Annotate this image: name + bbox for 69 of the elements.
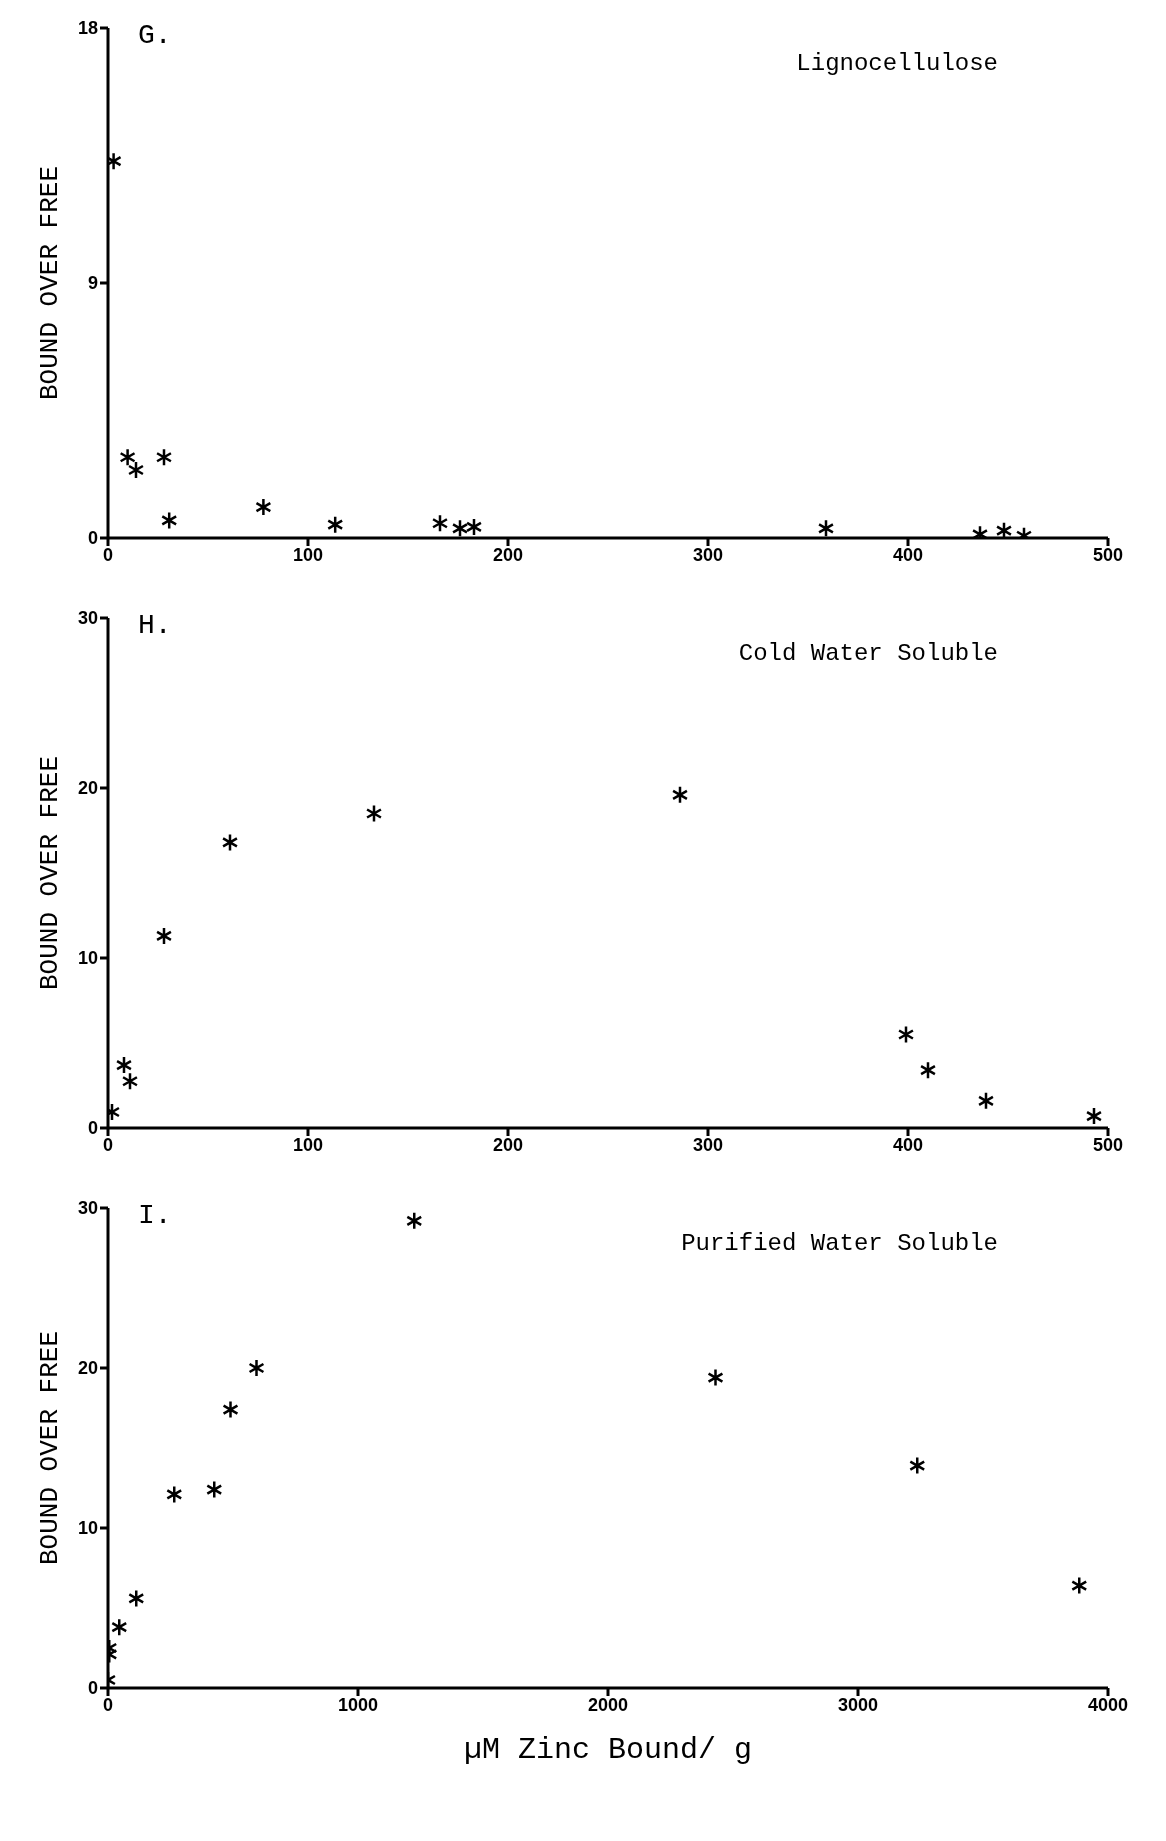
y-tick-label: 30 [77,608,98,629]
x-tick-label: 0 [102,1134,114,1155]
point [111,1617,128,1637]
point [119,448,136,467]
point [431,514,449,533]
x-tick-label: 1000 [337,1694,379,1715]
x-tick-label: 200 [492,1134,524,1155]
x-tick-label: 300 [692,544,724,565]
text: Lignocellulose [796,50,998,77]
x-tick-label: 500 [1092,544,1124,565]
point [707,1368,724,1387]
point [221,833,239,852]
y-tick-label: 0 [87,1118,98,1139]
point [817,519,835,538]
x-tick-label: 100 [292,1134,324,1155]
x-tick-label: 400 [892,1134,924,1155]
point [451,519,469,538]
y-axis-title: BOUND OVER FREE [35,1330,66,1566]
point [161,511,178,530]
y-tick-label: 10 [77,948,98,969]
point [115,1055,133,1075]
text: Purified Water Soluble [681,1230,998,1257]
point [128,1589,145,1608]
x-tick-label: 500 [1092,1134,1124,1155]
point [995,521,1013,538]
text: Cold Water Soluble [738,640,998,667]
x-tick-label: 3000 [837,1694,879,1715]
point [248,1358,265,1378]
annotation: H. [138,610,172,641]
point [465,517,483,537]
point [222,1400,239,1419]
point [919,1060,937,1080]
point [909,1456,926,1475]
x-tick-label: 2000 [587,1694,629,1715]
x-tick-label: 400 [892,544,924,565]
point [406,1211,423,1231]
x-tick-label: 4000 [1087,1694,1129,1715]
point [121,1072,139,1091]
y-tick-label: 20 [77,778,98,799]
x-tick-label: 200 [492,544,524,565]
point [127,460,145,480]
point [365,804,383,823]
y-axis-title: BOUND OVER FREE [35,755,66,991]
y-tick-label: 20 [77,1358,98,1379]
y-tick-label: 18 [77,18,98,39]
y-tick-label: 0 [87,1678,98,1699]
point [327,515,344,534]
y-tick-label: 9 [87,273,98,294]
x-tick-label: 300 [692,1134,724,1155]
point [1085,1106,1103,1126]
point [255,497,272,517]
annotation: G. [138,20,172,51]
point [166,1485,183,1504]
y-tick-label: 0 [87,528,98,549]
point [1071,1576,1088,1595]
y-axis-title: BOUND OVER FREE [35,165,66,401]
x-tick-label: 100 [292,544,324,565]
x-tick-label: 0 [102,1694,114,1715]
point [155,448,173,467]
x-axis-title: µM Zinc Bound/ g [463,1733,753,1767]
point [897,1025,915,1044]
point [206,1480,223,1499]
annotation: I. [138,1200,172,1231]
point [671,785,689,805]
x-tick-label: 0 [102,544,114,565]
point [977,1091,995,1111]
point [155,926,173,946]
y-tick-label: 10 [77,1518,98,1539]
y-tick-label: 30 [77,1198,98,1219]
